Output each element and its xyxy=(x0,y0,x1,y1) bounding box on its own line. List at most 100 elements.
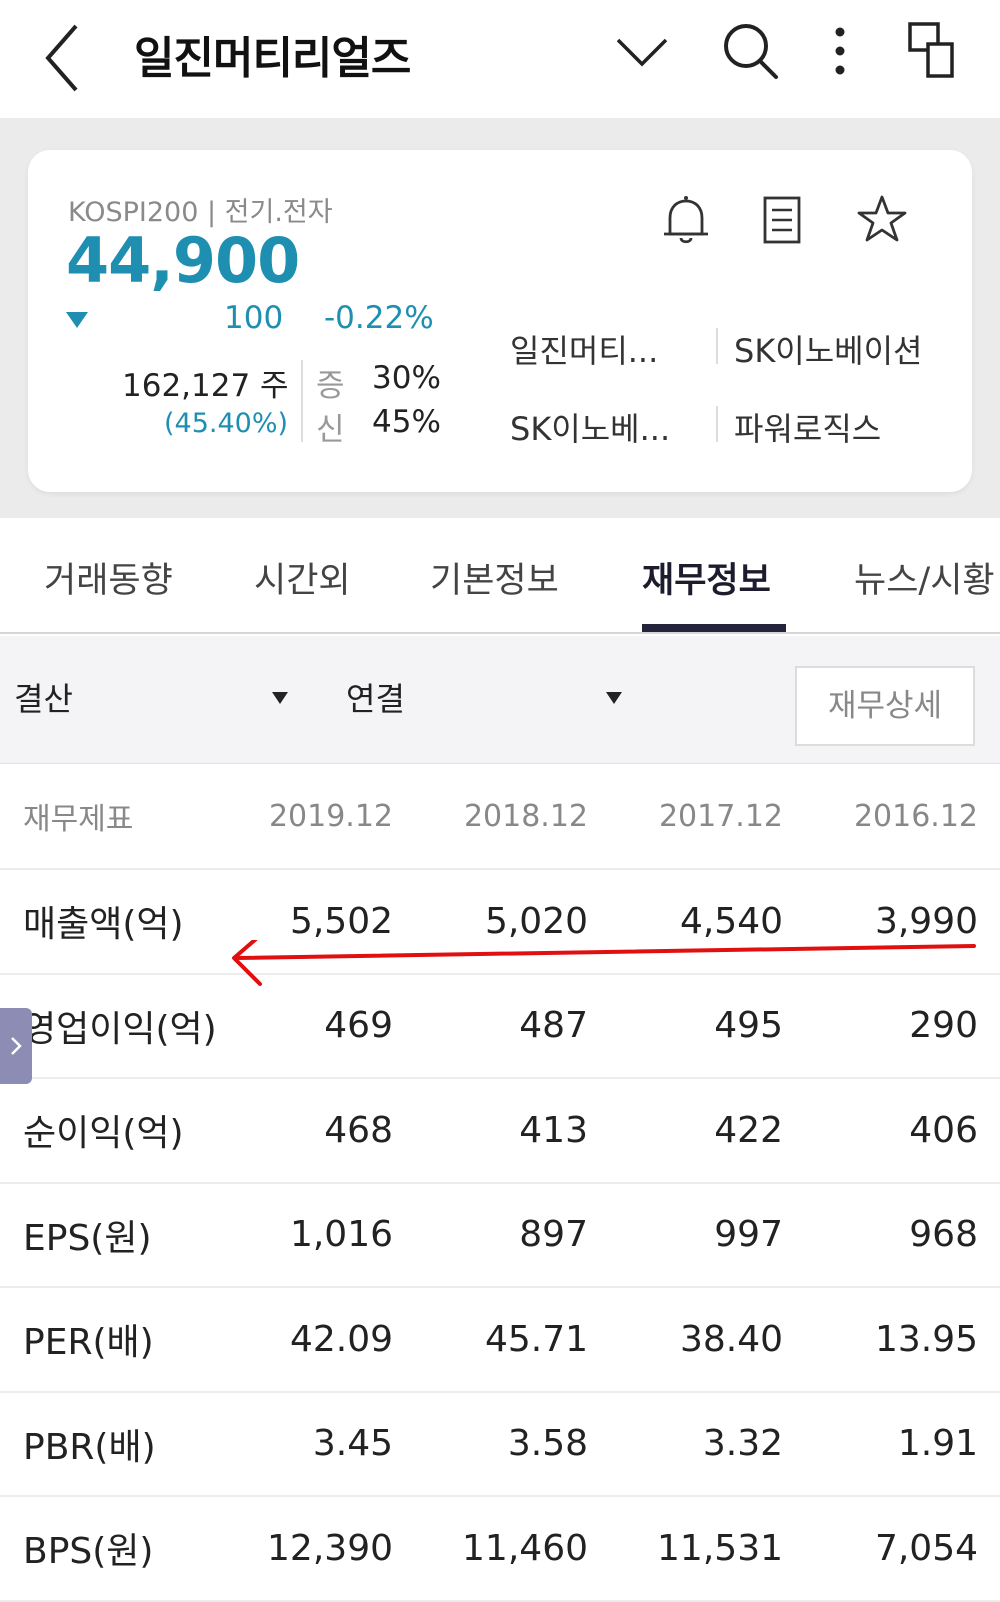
row-value: 3,990 xyxy=(874,900,978,942)
row-value: 5,020 xyxy=(484,900,588,942)
row-value: 45.71 xyxy=(484,1318,588,1360)
divider xyxy=(301,360,303,442)
more-menu-button[interactable] xyxy=(820,18,890,88)
back-arrow-icon xyxy=(45,24,78,92)
row-label: 매출액(억) xyxy=(23,904,184,946)
tab-bar: 거래동향 시간외 기본정보 재무정보 뉴스/시황 xyxy=(0,518,1000,634)
row-value: 468 xyxy=(324,1109,393,1151)
row-value: 3.58 xyxy=(507,1423,588,1465)
alert-button[interactable] xyxy=(658,192,714,248)
row-value: 3.45 xyxy=(312,1423,393,1465)
change-percent: -0.22% xyxy=(324,300,434,336)
bell-icon xyxy=(664,196,708,244)
table-header-label: 재무제표 xyxy=(23,802,134,837)
related-stock-4[interactable]: 파워로직스 xyxy=(734,410,882,448)
search-icon xyxy=(724,24,778,79)
credit-value: 45% xyxy=(372,404,441,440)
tab-basic-info[interactable]: 기본정보 xyxy=(430,561,559,601)
app-header: 일진머티리얼즈 xyxy=(0,0,1000,118)
tab-after-hours[interactable]: 시간외 xyxy=(254,561,351,601)
dropdown-triangle-icon[interactable] xyxy=(272,692,288,704)
row-value: 422 xyxy=(714,1109,783,1151)
row-value: 11,531 xyxy=(657,1527,783,1569)
table-header-year: 2017.12 xyxy=(658,798,783,834)
related-stock-2[interactable]: SK이노베이션 xyxy=(734,332,923,370)
row-value: 495 xyxy=(714,1005,783,1047)
row-value: 406 xyxy=(909,1109,978,1151)
row-label: 영업이익(억) xyxy=(23,1008,217,1050)
search-button[interactable] xyxy=(716,18,786,88)
price-down-icon xyxy=(66,312,88,328)
row-value: 3.32 xyxy=(702,1423,783,1465)
row-label: 순이익(억) xyxy=(23,1113,184,1155)
tab-news[interactable]: 뉴스/시황 xyxy=(854,561,995,601)
back-button[interactable] xyxy=(36,18,96,98)
dropdown-triangle-icon[interactable] xyxy=(606,692,622,704)
multi-window-icon xyxy=(908,22,954,78)
side-panel-handle[interactable] xyxy=(0,1008,32,1084)
table-row: PER(배) 42.09 45.71 38.40 13.95 xyxy=(0,1288,1000,1393)
market-sector-label: KOSPI200 | 전기.전자 xyxy=(68,197,333,228)
filter-bar: 결산 연결 재무상세 xyxy=(0,636,1000,764)
row-value: 4,540 xyxy=(679,900,783,942)
credit-label: 신 xyxy=(316,412,345,448)
row-value: 7,054 xyxy=(874,1527,978,1569)
trading-volume: 162,127 주 xyxy=(122,368,289,404)
active-tab-indicator xyxy=(642,624,786,632)
table-header-row: 재무제표 2019.12 2018.12 2017.12 2016.12 xyxy=(0,764,1000,870)
chevron-right-icon xyxy=(11,1037,22,1055)
star-icon xyxy=(857,195,907,242)
tab-trading-trend[interactable]: 거래동향 xyxy=(44,561,173,601)
row-value: 413 xyxy=(519,1109,588,1151)
row-value: 38.40 xyxy=(679,1318,783,1360)
row-value: 997 xyxy=(714,1214,783,1256)
table-row: EPS(원) 1,016 897 997 968 xyxy=(0,1184,1000,1288)
table-row: PBR(배) 3.45 3.58 3.32 1.91 xyxy=(0,1393,1000,1497)
scope-select[interactable]: 연결 xyxy=(346,680,405,718)
row-value: 290 xyxy=(909,1005,978,1047)
row-label: PBR(배) xyxy=(23,1426,156,1468)
margin-value: 30% xyxy=(372,360,441,396)
margin-label: 증 xyxy=(316,368,345,404)
row-value: 12,390 xyxy=(267,1527,393,1569)
volume-ratio: (45.40%) xyxy=(164,408,289,439)
table-header-year: 2018.12 xyxy=(463,798,588,834)
period-select[interactable]: 결산 xyxy=(14,680,73,718)
table-row: BPS(원) 12,390 11,460 11,531 7,054 xyxy=(0,1497,1000,1602)
multi-window-button[interactable] xyxy=(904,18,974,88)
row-label: BPS(원) xyxy=(23,1531,154,1573)
row-value: 968 xyxy=(909,1214,978,1256)
table-header-year: 2019.12 xyxy=(268,798,393,834)
more-vertical-icon xyxy=(835,27,845,75)
table-row: 순이익(억) 468 413 422 406 xyxy=(0,1079,1000,1184)
table-row: 매출액(억) 5,502 5,020 4,540 3,990 xyxy=(0,870,1000,975)
chevron-down-icon xyxy=(616,38,668,67)
row-value: 897 xyxy=(519,1214,588,1256)
memo-icon xyxy=(763,196,801,244)
row-value: 5,502 xyxy=(289,900,393,942)
row-value: 487 xyxy=(519,1005,588,1047)
row-value: 13.95 xyxy=(874,1318,978,1360)
row-value: 1,016 xyxy=(289,1214,393,1256)
related-stock-1[interactable]: 일진머티... xyxy=(510,332,659,370)
related-stock-3[interactable]: SK이노베... xyxy=(510,410,671,448)
divider xyxy=(716,406,718,442)
table-row: 영업이익(억) 469 487 495 290 xyxy=(0,975,1000,1079)
stock-dropdown-button[interactable] xyxy=(608,18,678,88)
change-amount: 100 xyxy=(224,300,284,336)
row-value: 1.91 xyxy=(897,1423,978,1465)
favorite-button[interactable] xyxy=(854,192,910,248)
row-value: 11,460 xyxy=(462,1527,588,1569)
memo-button[interactable] xyxy=(754,192,810,248)
row-label: EPS(원) xyxy=(23,1217,152,1259)
table-header-year: 2016.12 xyxy=(853,798,978,834)
current-price: 44,900 xyxy=(66,224,300,297)
row-value: 42.09 xyxy=(289,1318,393,1360)
financial-table: 재무제표 2019.12 2018.12 2017.12 2016.12 매출액… xyxy=(0,764,1000,1602)
page-title: 일진머티리얼즈 xyxy=(134,33,411,84)
row-value: 469 xyxy=(324,1005,393,1047)
row-label: PER(배) xyxy=(23,1322,154,1364)
divider xyxy=(716,328,718,364)
financial-detail-button[interactable]: 재무상세 xyxy=(795,666,975,746)
tab-financial-info[interactable]: 재무정보 xyxy=(642,561,771,601)
